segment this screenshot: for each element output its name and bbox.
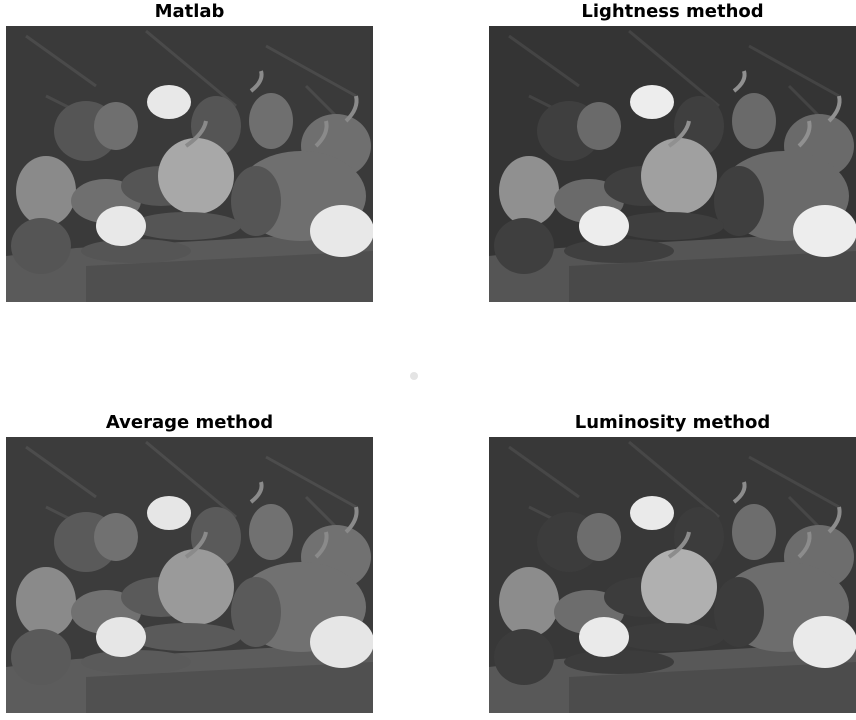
garlic-bulb — [630, 85, 674, 119]
pepper — [499, 567, 559, 637]
white-pepper — [96, 617, 146, 657]
pepper — [231, 577, 281, 647]
chili-pepper — [564, 650, 674, 674]
table-cloth — [569, 251, 856, 302]
pepper — [158, 549, 234, 625]
white-pepper — [96, 206, 146, 246]
grayscale-peppers-image — [6, 26, 373, 302]
garlic-bulb — [147, 85, 191, 119]
pepper-stem — [797, 120, 812, 148]
figure-marker-dot — [410, 372, 418, 380]
pepper — [11, 218, 71, 274]
pepper — [11, 629, 71, 685]
cloth-fold — [508, 34, 580, 88]
pepper — [94, 102, 138, 150]
pepper-stem — [184, 120, 208, 148]
chili-pepper — [81, 239, 191, 263]
pepper — [732, 504, 776, 560]
grayscale-peppers-image — [6, 437, 373, 713]
cloth-fold — [748, 44, 840, 98]
cloth-fold — [748, 455, 840, 509]
cloth-fold — [265, 44, 357, 98]
pepper — [499, 156, 559, 226]
grayscale-peppers-image — [489, 437, 856, 713]
table-cloth — [569, 662, 856, 713]
pepper — [249, 93, 293, 149]
table-cloth — [86, 251, 373, 302]
pepper — [94, 513, 138, 561]
garlic-bulb — [147, 496, 191, 530]
subplot-matlab: Matlab — [6, 0, 373, 302]
pepper — [577, 102, 621, 150]
garlic-bulb — [793, 616, 856, 668]
pepper-stem — [249, 70, 264, 93]
pepper — [16, 156, 76, 226]
grayscale-peppers-image — [489, 26, 856, 302]
subplot-title: Average method — [105, 412, 274, 433]
cloth-fold — [628, 440, 720, 519]
white-pepper — [579, 206, 629, 246]
chili-pepper — [614, 623, 724, 651]
garlic-bulb — [310, 205, 373, 257]
cloth-fold — [145, 440, 237, 519]
chili-pepper — [131, 623, 241, 651]
pepper-stem — [184, 531, 208, 559]
pepper-stem — [797, 531, 812, 559]
cloth-fold — [628, 29, 720, 108]
table-cloth — [86, 662, 373, 713]
pepper — [714, 577, 764, 647]
pepper-stem — [827, 506, 842, 534]
pepper-stem — [344, 95, 359, 123]
garlic-bulb — [630, 496, 674, 530]
subplot-title: Lightness method — [581, 1, 764, 22]
pepper — [494, 629, 554, 685]
pepper-stem — [314, 120, 329, 148]
subplot-title: Luminosity method — [574, 412, 771, 433]
chili-pepper — [614, 212, 724, 240]
pepper — [231, 166, 281, 236]
subplot-lightness: Lightness method — [489, 0, 856, 302]
pepper — [577, 513, 621, 561]
cloth-fold — [265, 455, 357, 509]
pepper — [16, 567, 76, 637]
subplot-title: Matlab — [154, 1, 225, 22]
chili-pepper — [81, 650, 191, 674]
subplot-average: Average method — [6, 411, 373, 713]
cloth-fold — [508, 445, 580, 499]
pepper — [641, 549, 717, 625]
cloth-fold — [25, 445, 97, 499]
pepper-stem — [314, 531, 329, 559]
pepper — [249, 504, 293, 560]
pepper-stem — [667, 531, 691, 559]
pepper-stem — [732, 481, 747, 504]
cloth-fold — [145, 29, 237, 108]
chili-pepper — [131, 212, 241, 240]
pepper-stem — [249, 481, 264, 504]
pepper — [494, 218, 554, 274]
garlic-bulb — [310, 616, 373, 668]
pepper — [158, 138, 234, 214]
subplot-luminosity: Luminosity method — [489, 411, 856, 713]
pepper — [732, 93, 776, 149]
chili-pepper — [564, 239, 674, 263]
pepper-stem — [344, 506, 359, 534]
pepper-stem — [732, 70, 747, 93]
garlic-bulb — [793, 205, 856, 257]
white-pepper — [579, 617, 629, 657]
cloth-fold — [25, 34, 97, 88]
pepper-stem — [827, 95, 842, 123]
pepper — [714, 166, 764, 236]
pepper — [641, 138, 717, 214]
pepper-stem — [667, 120, 691, 148]
